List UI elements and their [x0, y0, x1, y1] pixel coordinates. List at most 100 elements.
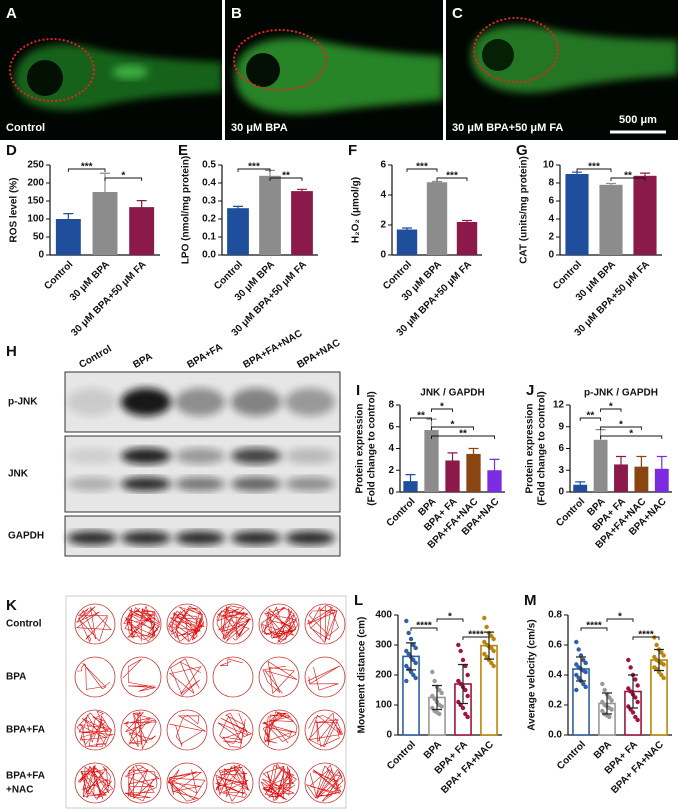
data-point: [406, 630, 411, 636]
y-tick-label: 0.6: [548, 640, 562, 651]
well: [304, 603, 346, 645]
track-path: [77, 663, 111, 690]
data-point: [654, 642, 659, 648]
data-point: [491, 636, 496, 642]
data-point: [484, 654, 489, 660]
bar: [634, 466, 649, 492]
data-point: [430, 693, 435, 699]
well: [74, 709, 116, 751]
error-bar: [628, 674, 638, 709]
panel-letter: G: [516, 142, 528, 159]
significance-label: *: [451, 420, 455, 431]
data-point: [600, 708, 605, 714]
y-tick-label: 0.1: [202, 232, 216, 243]
data-point: [489, 660, 494, 666]
blot-band: [175, 388, 225, 416]
y-tick-label: 3: [558, 465, 564, 476]
y-tick-label: 4: [388, 443, 394, 454]
error-bar: [458, 663, 468, 705]
bar: [614, 464, 628, 492]
y-tick-label: 0.4: [548, 670, 562, 681]
data-point: [602, 687, 607, 693]
y-tick-label: 0: [388, 487, 394, 498]
y-tick-label: 0.0: [202, 250, 216, 261]
data-point: [628, 689, 633, 694]
error-bar: [489, 458, 500, 482]
y-tick-label: 400: [375, 610, 392, 621]
significance-bracket: [580, 627, 608, 631]
well: [120, 656, 162, 698]
y-tick-label: 8: [548, 178, 554, 189]
scale-bar-label: 500 μm: [619, 114, 657, 126]
significance-label: *: [618, 612, 622, 623]
data-point: [633, 714, 638, 720]
error-bar: [297, 188, 307, 194]
data-point: [609, 698, 614, 703]
error-bar: [636, 455, 647, 478]
well: [166, 709, 208, 751]
well: [120, 762, 162, 804]
significance-bracket: [431, 426, 474, 430]
significance-label: **: [282, 171, 290, 182]
error-bar: [63, 213, 74, 225]
track-path: [122, 659, 156, 692]
data-point: [607, 714, 612, 720]
track-path: [167, 769, 206, 802]
significance-label: ***: [416, 162, 428, 173]
bar: [227, 208, 249, 255]
significance-bracket: [576, 168, 612, 172]
data-point: [583, 660, 588, 666]
lane-label: BPA+NAC: [295, 337, 342, 370]
significance-label: ****: [638, 630, 654, 641]
track-path: [262, 711, 298, 746]
track-path: [169, 714, 206, 747]
x-tick-label: 30 μM BPA+50 μM FA: [69, 259, 148, 338]
error-bar: [405, 474, 416, 489]
y-axis-label: Protein expression: [355, 403, 366, 493]
y-tick-label: 0: [558, 487, 564, 498]
data-point: [482, 615, 487, 621]
data-point: [600, 699, 605, 705]
track-path: [262, 660, 298, 694]
blot-band: [175, 477, 225, 491]
x-tick-label: Control: [555, 739, 588, 772]
data-point: [574, 687, 579, 693]
y-tick-label: 100: [375, 700, 392, 711]
lane-label: BPA+FA: [185, 342, 224, 371]
significance-label: *: [609, 402, 613, 413]
y-tick-label: 2: [548, 232, 554, 243]
blot-band: [67, 531, 117, 545]
track-path: [260, 763, 297, 802]
track-path: [216, 605, 252, 642]
blot-band: [121, 388, 171, 416]
significance-label: ****: [586, 621, 602, 632]
significance-label: ***: [248, 162, 260, 173]
data-point: [437, 687, 442, 693]
data-point: [581, 657, 586, 663]
significance-label: **: [624, 171, 632, 182]
data-point: [432, 696, 437, 702]
well: [74, 656, 116, 698]
data-point: [458, 681, 463, 687]
data-point: [659, 672, 664, 678]
y-axis-label: CAT (units/mg protein): [519, 156, 530, 264]
significance-bracket: [67, 168, 106, 172]
image-label: 30 μM BPA: [231, 122, 288, 134]
chart-title: p-JNK / GAPDH: [584, 388, 658, 399]
bar: [565, 174, 589, 255]
significance-bracket: [436, 618, 464, 622]
significance-label: **: [417, 411, 425, 422]
y-axis-label: Protein expression: [525, 403, 536, 493]
y-tick-label: 4: [380, 190, 386, 201]
well: [304, 656, 346, 698]
panel-letter: K: [6, 597, 17, 614]
bar: [633, 175, 657, 255]
panel-letter: I: [356, 382, 360, 399]
significance-bracket: [610, 177, 646, 181]
significance-bracket: [237, 168, 271, 172]
track-path: [260, 606, 299, 643]
significance-bracket: [600, 408, 622, 412]
y-tick-label: 2: [388, 465, 394, 476]
row-label: Control: [6, 619, 42, 630]
